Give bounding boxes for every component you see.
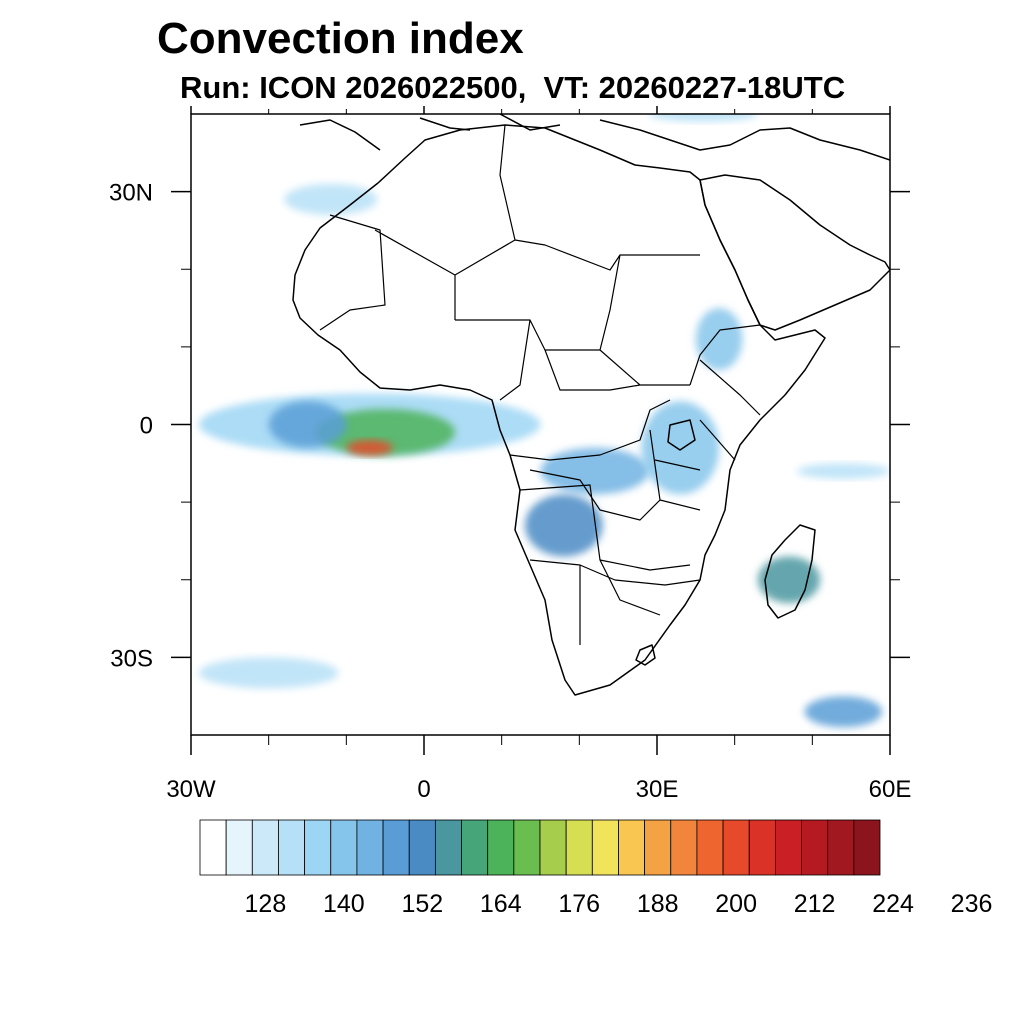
colorbar-label: 188 (637, 890, 679, 918)
colorbar-box (670, 819, 698, 876)
colorbar-box (251, 819, 279, 876)
colorbar-box (722, 819, 750, 876)
colorbar-label: 152 (401, 890, 443, 918)
colorbar-box (827, 819, 855, 876)
lake-victoria (667, 419, 696, 451)
colorbar-box (696, 819, 724, 876)
run-subtitle: Run: ICON 2026022500, VT: 20260227-18UTC (180, 70, 846, 105)
colorbar-box (330, 819, 358, 876)
x-tick-label: 0 (417, 776, 430, 803)
convection-cell (268, 401, 347, 448)
convection-cell (649, 114, 758, 122)
convection-cell (540, 447, 650, 495)
colorbar-box (748, 819, 776, 876)
madagascar-coastline (764, 524, 816, 619)
map-title: Convection index (157, 14, 524, 63)
colorbar-label: 128 (245, 890, 287, 918)
colorbar-label: 200 (715, 890, 757, 918)
colorbar-label: 140 (323, 890, 365, 918)
convection-cell (524, 494, 603, 557)
colorbar-label: 212 (794, 890, 836, 918)
africa-coastline (292, 124, 826, 696)
colorbar-box (801, 819, 829, 876)
colorbar-box (225, 819, 253, 876)
coastlines-borders (292, 114, 890, 696)
colorbar: 128 140 152 164 176 188 200 212 224 236 (199, 819, 993, 918)
convection-cell (804, 696, 883, 728)
colorbar-box (408, 819, 436, 876)
colorbar-box (278, 819, 306, 876)
colorbar-box (513, 819, 541, 876)
colorbar-box (853, 819, 881, 876)
convection-field (198, 114, 890, 728)
colorbar-box (382, 819, 410, 876)
colorbar-box (565, 819, 593, 876)
colorbar-label: 164 (480, 890, 522, 918)
colorbar-box (539, 819, 567, 876)
colorbar-box (774, 819, 802, 876)
y-tick-label: 30S (110, 645, 153, 672)
convection-cell (346, 440, 393, 456)
country-borders (319, 124, 761, 645)
convection-cell (284, 183, 378, 215)
colorbar-box (487, 819, 515, 876)
colorbar-box (304, 819, 332, 876)
lesotho-border (635, 644, 656, 666)
colorbar-box (199, 819, 227, 876)
colorbar-box (461, 819, 489, 876)
colorbar-label: 176 (558, 890, 600, 918)
colorbar-box (591, 819, 619, 876)
x-tick-label: 30E (636, 776, 679, 803)
convection-cell (641, 401, 720, 495)
map-axes: 30W 0 30E 60E 30N 0 30S (109, 106, 911, 803)
colorbar-label: 224 (872, 890, 914, 918)
colorbar-label: 236 (951, 890, 993, 918)
y-tick-label: 30N (109, 180, 153, 207)
colorbar-box (618, 819, 646, 876)
colorbar-box (434, 819, 462, 876)
convection-cell (695, 308, 743, 371)
colorbar-box (356, 819, 384, 876)
convection-cell (198, 657, 339, 689)
convection-cell (796, 463, 890, 479)
europe-coastline (299, 114, 890, 161)
x-tick-label: 30W (166, 776, 216, 803)
x-tick-label: 60E (869, 776, 912, 803)
y-tick-label: 0 (140, 413, 153, 440)
arabia-coastline (699, 174, 890, 331)
colorbar-box (644, 819, 672, 876)
